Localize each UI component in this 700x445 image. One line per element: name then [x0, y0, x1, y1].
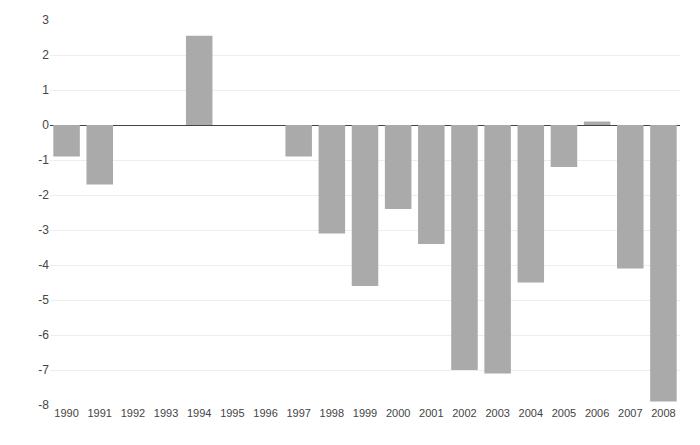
svg-text:-5: -5: [38, 293, 49, 307]
svg-text:1991: 1991: [87, 407, 111, 419]
svg-text:2005: 2005: [552, 407, 576, 419]
svg-text:-1: -1: [38, 153, 49, 167]
svg-text:1998: 1998: [320, 407, 344, 419]
svg-text:1996: 1996: [253, 407, 277, 419]
svg-text:-8: -8: [38, 398, 49, 412]
svg-text:1999: 1999: [353, 407, 377, 419]
svg-text:1: 1: [42, 83, 49, 97]
svg-text:1993: 1993: [154, 407, 178, 419]
svg-text:-7: -7: [38, 363, 49, 377]
svg-text:1992: 1992: [121, 407, 145, 419]
svg-text:1995: 1995: [220, 407, 244, 419]
svg-text:2008: 2008: [651, 407, 675, 419]
svg-text:2006: 2006: [585, 407, 609, 419]
svg-text:-2: -2: [38, 188, 49, 202]
svg-text:1997: 1997: [286, 407, 310, 419]
svg-text:2004: 2004: [519, 407, 543, 419]
svg-text:2: 2: [42, 48, 49, 62]
svg-text:2001: 2001: [419, 407, 443, 419]
svg-text:-3: -3: [38, 223, 49, 237]
svg-text:2002: 2002: [452, 407, 476, 419]
svg-text:2000: 2000: [386, 407, 410, 419]
svg-text:-4: -4: [38, 258, 49, 272]
svg-text:1990: 1990: [54, 407, 78, 419]
svg-text:2003: 2003: [485, 407, 509, 419]
svg-text:2007: 2007: [618, 407, 642, 419]
svg-text:1994: 1994: [187, 407, 211, 419]
svg-text:3: 3: [42, 13, 49, 27]
svg-text:-6: -6: [38, 328, 49, 342]
svg-text:0: 0: [42, 118, 49, 132]
